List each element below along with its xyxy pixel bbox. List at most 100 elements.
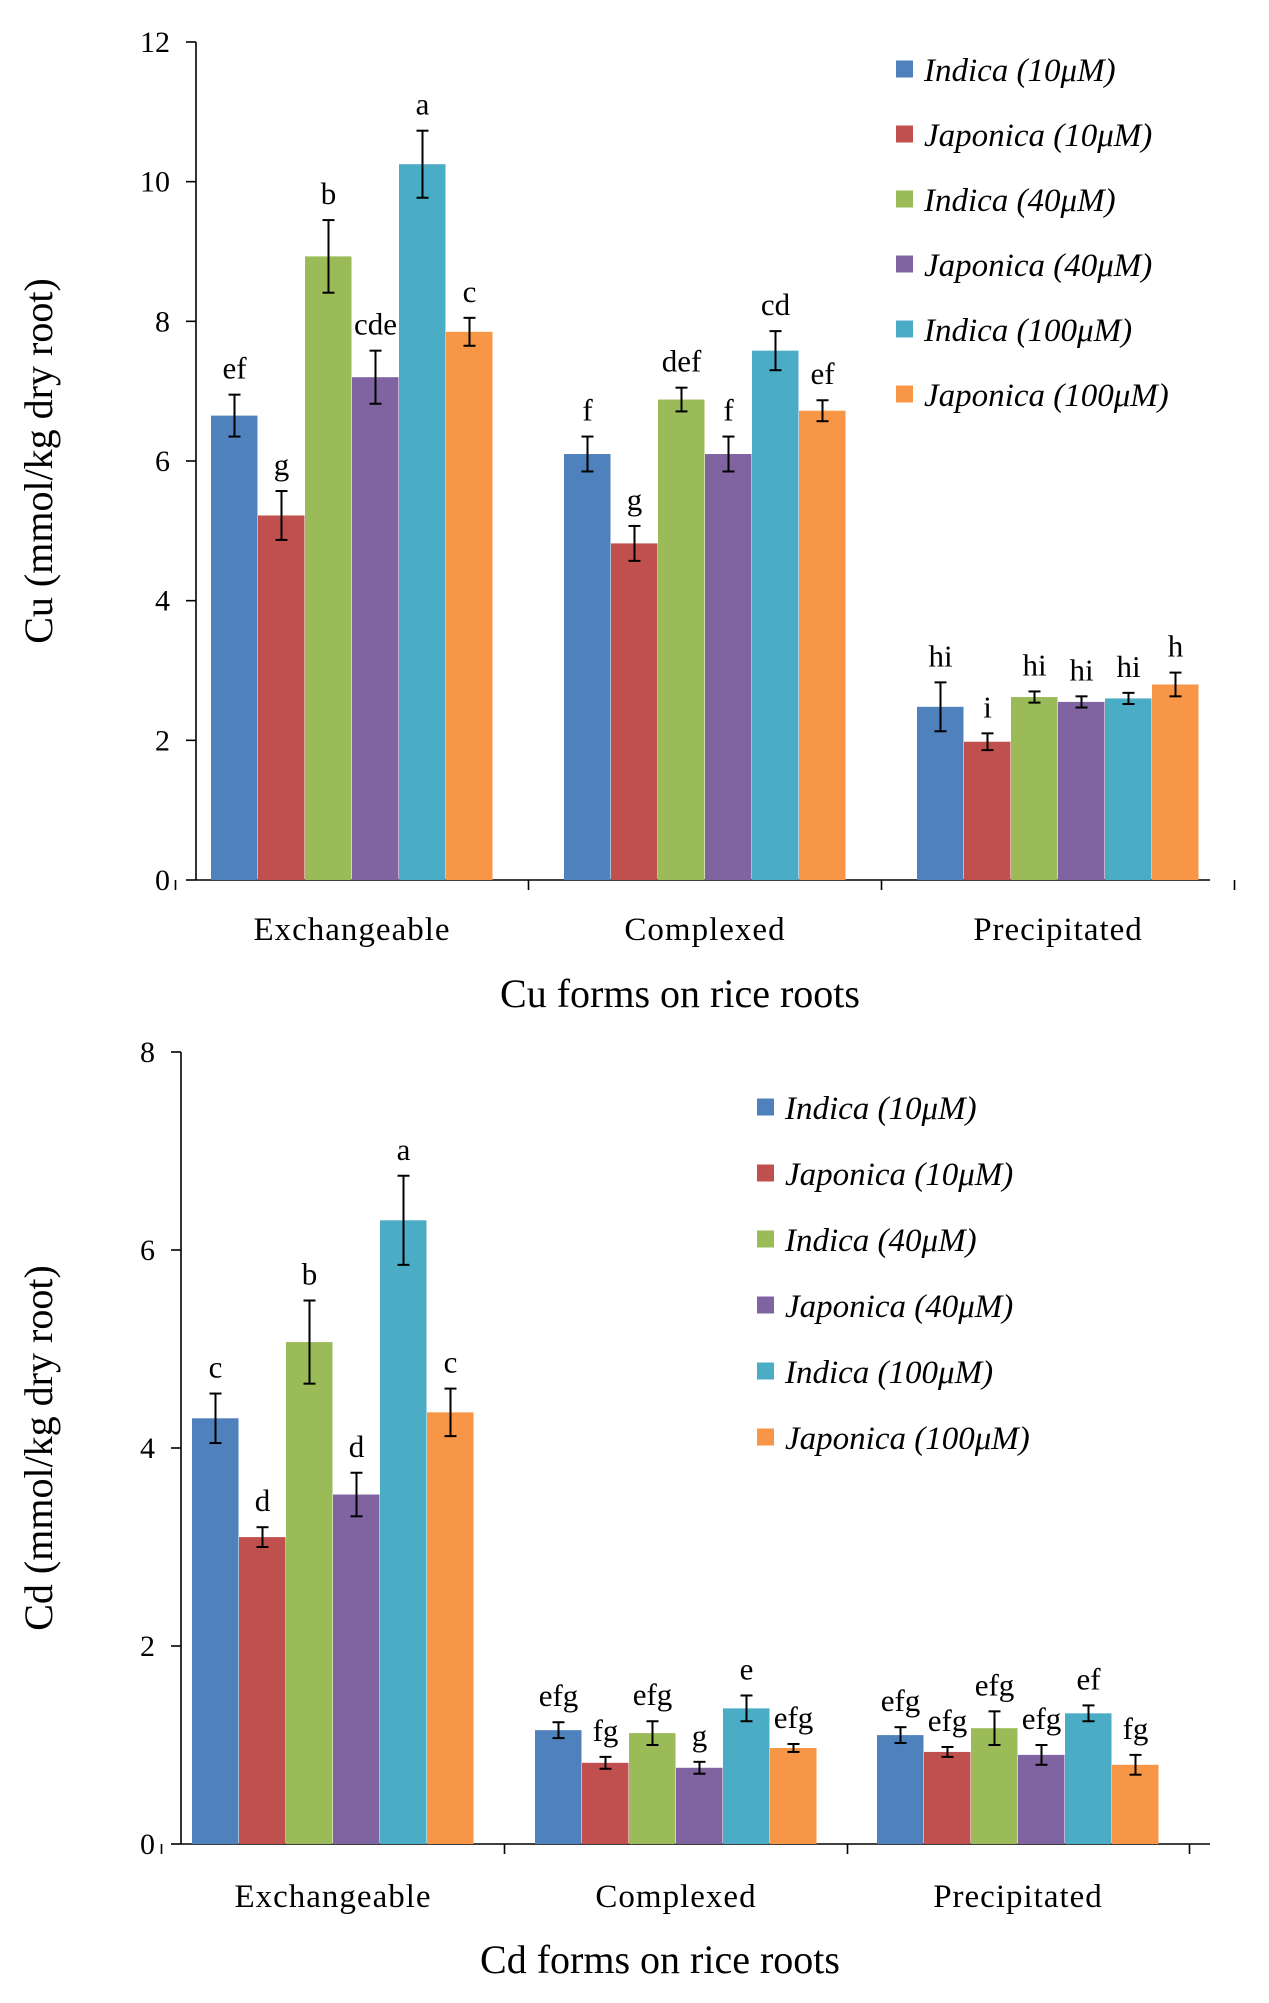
x-axis-title: Cu forms on rice roots <box>500 971 860 1016</box>
significance-label: i <box>983 689 992 724</box>
x-axis-title: Cd forms on rice roots <box>480 1937 840 1982</box>
significance-label: g <box>692 1718 708 1753</box>
significance-label: ef <box>1076 1661 1101 1696</box>
bar <box>705 454 752 880</box>
bar <box>446 331 493 880</box>
cu-chart: 0 2 4 6 8 10 12 Exchangeable Complexed Precipitat… <box>16 26 1236 1016</box>
significance-label: efg <box>774 1700 814 1735</box>
significance-label: efg <box>539 1678 579 1713</box>
significance-label: d <box>349 1429 365 1464</box>
bar <box>917 706 964 880</box>
significance-label: a <box>416 87 430 122</box>
legend-swatch <box>757 1428 774 1446</box>
significance-label: hi <box>1022 647 1047 682</box>
bar <box>352 377 399 880</box>
legend-label: Japonica (100μM) <box>924 378 1169 414</box>
legend-swatch <box>896 125 913 143</box>
significance-label: c <box>444 1345 458 1380</box>
bar <box>380 1220 427 1844</box>
significance-label: def <box>662 344 702 379</box>
legend-swatch <box>896 255 913 273</box>
bar <box>1058 701 1105 880</box>
bar <box>192 1418 239 1844</box>
legend-swatch <box>757 1296 774 1314</box>
legend-swatch <box>757 1362 774 1380</box>
y-tick-label: 4 <box>155 585 170 618</box>
bar <box>1065 1713 1112 1844</box>
cd-chart: 0 2 4 6 8 Exchangeable Complexed Precipitated c e… <box>16 1036 1210 1982</box>
y-axis-title: Cu (mmol/kg dry root) <box>16 278 61 644</box>
bar <box>964 741 1011 880</box>
y-tick-label: 8 <box>155 305 170 338</box>
x-category-label: Exchangeable <box>253 912 450 948</box>
x-category-label: Exchangeable <box>234 1879 431 1915</box>
significance-label: c <box>209 1350 223 1385</box>
legend-label: Indica (100μM) <box>923 313 1132 349</box>
bar <box>1112 1764 1159 1844</box>
y-tick-label: 6 <box>140 1234 155 1267</box>
y-tick-label: 8 <box>140 1036 155 1069</box>
significance-label: h <box>1168 629 1184 664</box>
legend-label: Japonica (10μM) <box>924 118 1152 154</box>
significance-label: efg <box>928 1703 968 1738</box>
significance-label: ef <box>810 356 835 391</box>
legend-label: Indica (10μM) <box>923 53 1116 89</box>
legend-swatch <box>896 190 913 208</box>
bar <box>211 415 258 880</box>
significance-label: cd <box>761 287 791 322</box>
bar <box>658 399 705 880</box>
y-axis-title: Cd (mmol/kg dry root) <box>16 1265 61 1631</box>
significance-label: e <box>740 1652 754 1687</box>
legend-swatch <box>757 1230 774 1248</box>
bar <box>676 1767 723 1844</box>
legend-swatch <box>757 1164 774 1182</box>
legend-swatch <box>896 320 913 338</box>
bar <box>239 1537 286 1844</box>
significance-label: c <box>463 274 477 309</box>
bar <box>752 350 799 880</box>
bar <box>1011 697 1058 880</box>
legend-label: Japonica (10μM) <box>785 1157 1013 1193</box>
legend-label: Indica (40μM) <box>923 183 1116 219</box>
legend-label: Japonica (40μM) <box>924 248 1152 284</box>
significance-label: efg <box>975 1667 1015 1702</box>
significance-label: hi <box>928 638 953 673</box>
bar <box>924 1751 971 1844</box>
significance-label: f <box>582 393 593 428</box>
significance-label: f <box>723 393 734 428</box>
bar <box>723 1708 770 1844</box>
significance-label: efg <box>881 1683 921 1718</box>
bar <box>427 1412 474 1844</box>
legend-swatch <box>896 60 913 78</box>
significance-label: cde <box>354 307 397 342</box>
significance-label: efg <box>1022 1701 1062 1736</box>
y-tick-label: 0 <box>140 1828 155 1861</box>
y-tick-label: 6 <box>155 445 170 478</box>
significance-label: g <box>274 447 290 482</box>
legend-label: Japonica (40μM) <box>785 1289 1013 1325</box>
legend-label: Indica (100μM) <box>784 1355 993 1391</box>
x-category-label: Precipitated <box>933 1879 1103 1915</box>
significance-label: fg <box>1123 1711 1149 1746</box>
significance-label: ef <box>222 351 247 386</box>
significance-label: a <box>397 1132 411 1167</box>
significance-label: fg <box>593 1713 619 1748</box>
bar <box>611 543 658 880</box>
y-tick-label: 0 <box>155 864 170 897</box>
x-category-label: Complexed <box>595 1879 756 1915</box>
bar <box>877 1735 924 1844</box>
legend-label: Indica (10μM) <box>784 1091 977 1127</box>
bar <box>564 454 611 880</box>
bar <box>535 1730 582 1844</box>
legend-swatch <box>757 1098 774 1116</box>
bar <box>1018 1754 1065 1844</box>
bar <box>399 164 446 881</box>
y-tick-label: 4 <box>140 1432 155 1465</box>
significance-label: b <box>321 176 337 211</box>
bar <box>258 515 305 880</box>
bar <box>1152 684 1199 880</box>
y-tick-label: 12 <box>140 26 170 59</box>
bar <box>971 1728 1018 1844</box>
significance-label: b <box>302 1256 318 1291</box>
bar <box>799 410 846 880</box>
